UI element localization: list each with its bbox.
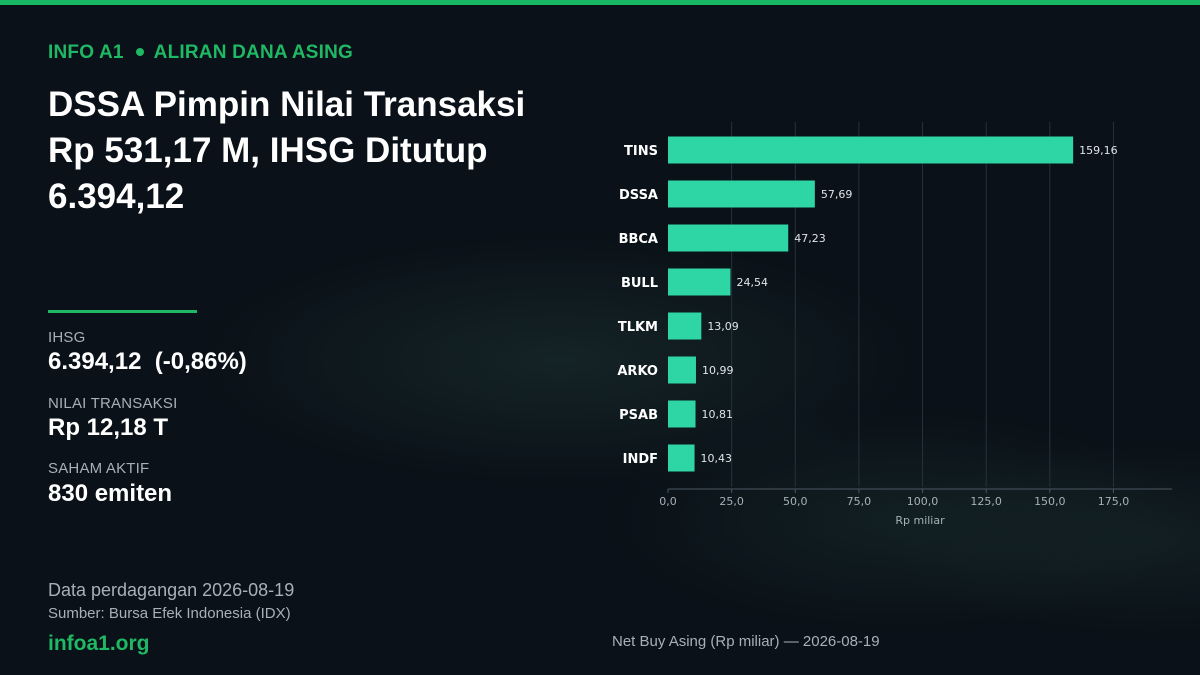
value-label-tins: 159,16 <box>1079 144 1118 157</box>
category-label-psab: PSAB <box>619 408 658 423</box>
x-axis-title: Rp miliar <box>895 514 945 527</box>
value-label-bbca: 47,23 <box>794 232 826 245</box>
footer-source: Sumber: Bursa Efek Indonesia (IDX) <box>48 605 291 622</box>
x-tick-label-0: 0,0 <box>659 495 677 508</box>
footer-site-link[interactable]: infoa1.org <box>48 632 150 655</box>
x-tick-label-1: 25,0 <box>719 495 744 508</box>
stat-value-saham-aktif: 830 emiten <box>48 480 173 507</box>
stat-label-nilai-transaksi: NILAI TRANSAKSI <box>48 395 178 412</box>
value-label-arko: 10,99 <box>702 364 734 377</box>
value-label-psab: 10,81 <box>702 408 734 421</box>
bar-tins <box>668 136 1074 164</box>
kicker-topic: ALIRAN DANA ASING <box>153 42 354 63</box>
category-label-bbca: BBCA <box>619 232 658 247</box>
bar-bbca <box>668 224 789 252</box>
x-tick-label-2: 50,0 <box>783 495 808 508</box>
headline: DSSA Pimpin Nilai Transaksi Rp 531,17 M,… <box>48 85 526 216</box>
stat-label-ihsg: IHSG <box>48 329 86 346</box>
x-tick-label-6: 150,0 <box>1034 495 1066 508</box>
kicker-brand: INFO A1 <box>48 42 124 63</box>
value-label-dssa: 57,69 <box>821 188 853 201</box>
bar-bull <box>668 268 731 296</box>
category-label-dssa: DSSA <box>619 188 658 203</box>
divider <box>48 310 197 313</box>
chart-caption: Net Buy Asing (Rp miliar) — 2026-08-19 <box>612 633 880 650</box>
category-label-indf: INDF <box>623 452 658 467</box>
x-tick-label-4: 100,0 <box>907 495 939 508</box>
value-label-bull: 24,54 <box>736 276 768 289</box>
kicker: INFO A1 ALIRAN DANA ASING <box>48 42 353 64</box>
bar-indf <box>668 444 695 472</box>
bar-dssa <box>668 180 815 208</box>
category-label-arko: ARKO <box>617 364 658 379</box>
stat-value-nilai-transaksi: Rp 12,18 T <box>48 414 169 441</box>
bullet-dot-icon <box>135 47 144 56</box>
x-tick-label-7: 175,0 <box>1098 495 1130 508</box>
value-label-indf: 10,43 <box>701 452 733 465</box>
x-tick-label-5: 125,0 <box>970 495 1002 508</box>
category-label-tlkm: TLKM <box>618 320 658 335</box>
bar-tlkm <box>668 312 702 340</box>
stat-value-ihsg: 6.394,12 (-0,86%) <box>48 348 247 375</box>
category-label-tins: TINS <box>624 144 658 159</box>
bar-arko <box>668 356 696 384</box>
category-label-bull: BULL <box>621 276 658 291</box>
value-label-tlkm: 13,09 <box>707 320 739 333</box>
stat-label-saham-aktif: SAHAM AKTIF <box>48 460 150 477</box>
top-accent-bar <box>0 0 1200 5</box>
footer-date: Data perdagangan 2026-08-19 <box>48 580 295 600</box>
x-tick-label-3: 75,0 <box>847 495 872 508</box>
bar-psab <box>668 400 696 428</box>
